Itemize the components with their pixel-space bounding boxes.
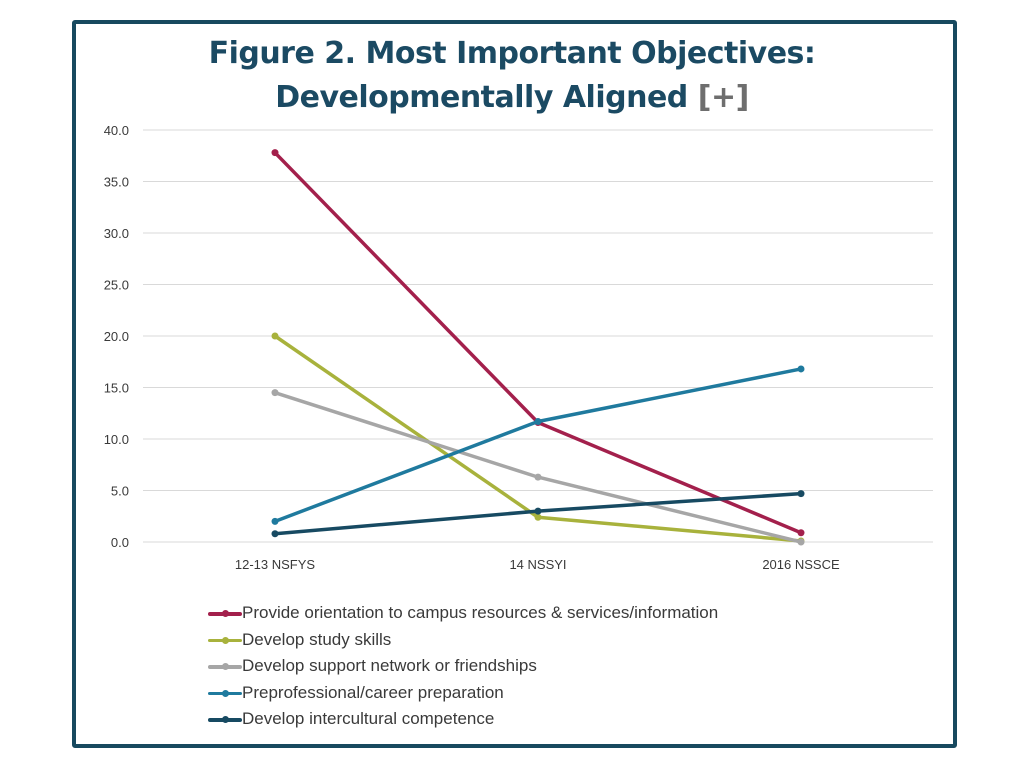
series-1-point-0 xyxy=(271,332,279,340)
y-tick-label-3: 15.0 xyxy=(104,381,129,396)
y-tick-label-4: 20.0 xyxy=(104,329,129,344)
chart-title: Figure 2. Most Important Objectives: Dev… xyxy=(0,32,1024,120)
y-tick-label-5: 25.0 xyxy=(104,278,129,293)
legend-swatch-3 xyxy=(208,686,242,700)
legend-item-0: Provide orientation to campus resources … xyxy=(208,600,718,627)
chart-frame xyxy=(72,20,957,748)
expand-plus-link[interactable]: [+] xyxy=(697,80,750,115)
x-tick-label-0: 12-13 NSFYS xyxy=(235,557,316,572)
y-tick-label-0: 0.0 xyxy=(111,535,129,550)
legend-label-2: Develop support network or friendships xyxy=(242,656,537,676)
y-tick-label-2: 10.0 xyxy=(104,432,129,447)
legend-swatch-2 xyxy=(208,659,242,673)
legend-item-2: Develop support network or friendships xyxy=(208,653,718,680)
series-4-point-1 xyxy=(534,507,542,515)
legend-label-1: Develop study skills xyxy=(242,629,392,649)
series-3-point-0 xyxy=(271,517,279,525)
series-1-point-1 xyxy=(534,513,542,521)
series-2-point-2 xyxy=(797,538,805,546)
y-tick-label-8: 40.0 xyxy=(104,123,129,138)
y-tick-label-6: 30.0 xyxy=(104,226,129,241)
legend-item-1: Develop study skills xyxy=(208,627,718,654)
chart-title-line2-text: Developmentally Aligned xyxy=(275,80,688,115)
series-4-point-0 xyxy=(271,530,279,538)
series-3-point-2 xyxy=(797,365,805,373)
legend-item-3: Preprofessional/career preparation xyxy=(208,680,718,707)
chart-title-line1: Figure 2. Most Important Objectives: xyxy=(208,36,816,71)
y-tick-label-7: 35.0 xyxy=(104,175,129,190)
chart-legend: Provide orientation to campus resources … xyxy=(208,600,718,733)
x-tick-label-1: 14 NSSYI xyxy=(509,557,566,572)
legend-swatch-4 xyxy=(208,712,242,726)
series-0-point-2 xyxy=(797,529,805,537)
series-2-point-1 xyxy=(534,473,542,481)
series-4-point-2 xyxy=(797,490,805,498)
legend-label-4: Develop intercultural competence xyxy=(242,709,495,729)
series-3-point-1 xyxy=(534,417,542,425)
legend-swatch-0 xyxy=(208,606,242,620)
legend-label-3: Preprofessional/career preparation xyxy=(242,682,504,702)
legend-swatch-1 xyxy=(208,633,242,647)
series-0-point-0 xyxy=(271,149,279,157)
legend-label-0: Provide orientation to campus resources … xyxy=(242,603,719,623)
series-2-point-0 xyxy=(271,389,279,397)
y-tick-label-1: 5.0 xyxy=(111,484,129,499)
chart-title-line2: Developmentally Aligned [+] xyxy=(0,76,1024,120)
x-tick-label-2: 2016 NSSCE xyxy=(762,557,840,572)
legend-item-4: Develop intercultural competence xyxy=(208,706,718,733)
